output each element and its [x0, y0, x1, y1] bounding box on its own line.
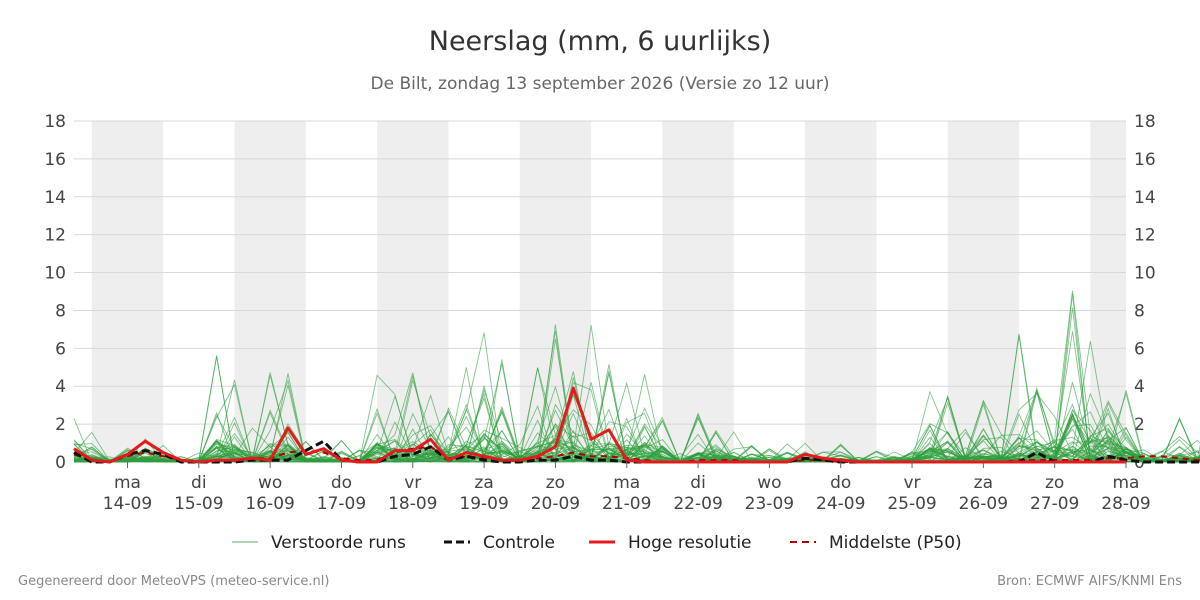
- y-tick-label: 12: [1134, 226, 1156, 246]
- median-line: [73, 445, 1200, 463]
- ensemble-run-line: [73, 424, 1200, 463]
- y-tick-label: 16: [1134, 150, 1156, 170]
- y-tick-label: 16: [44, 150, 66, 170]
- footer-generated-by: Gegenereerd door MeteoVPS (meteo-service…: [18, 574, 329, 589]
- day-shade: [662, 121, 734, 462]
- x-tick-date: 28-09: [1101, 494, 1150, 514]
- x-tick-day: ma: [114, 473, 141, 493]
- footer-source: Bron: ECMWF AIFS/KNMI Ens: [997, 574, 1182, 589]
- ensemble-run-line: [73, 373, 1200, 463]
- x-tick-day: wo: [757, 473, 781, 493]
- y-tick-label: 10: [44, 264, 66, 284]
- y-tick-label: 4: [1134, 377, 1145, 397]
- chart-title: Neerslag (mm, 6 uurlijks): [429, 26, 771, 57]
- x-tick-date: 17-09: [317, 494, 366, 514]
- y-axis-left: 0 2 4 6 8 10 12 14 16 18: [44, 112, 66, 473]
- y-tick-label: 12: [44, 226, 66, 246]
- ensemble-run-line: [73, 367, 1200, 463]
- hoge-resolutie-line: [73, 386, 1126, 464]
- x-tick-day: vr: [404, 473, 421, 493]
- x-axis: ma14-09di15-09wo16-09do17-09vr18-09za19-…: [103, 462, 1151, 514]
- y-tick-label: 6: [55, 339, 66, 359]
- y-tick-label: 10: [1134, 264, 1156, 284]
- y-axis-right: 0 2 4 6 8 10 12 14 16 18: [1134, 112, 1156, 473]
- x-tick-date: 24-09: [816, 494, 865, 514]
- legend-label-mediaan: Middelste (P50): [829, 533, 962, 553]
- x-tick-date: 19-09: [459, 494, 508, 514]
- day-shade: [1090, 121, 1126, 462]
- day-shade: [805, 121, 877, 462]
- x-tick-date: 27-09: [1030, 494, 1079, 514]
- chart-legend: Verstoorde runs Controle Hoge resolutie …: [232, 533, 962, 553]
- day-shade: [91, 121, 164, 462]
- legend-label-controle: Controle: [483, 533, 555, 553]
- y-tick-label: 0: [55, 453, 66, 473]
- x-tick-day: di: [191, 473, 207, 493]
- x-tick-day: ma: [613, 473, 640, 493]
- x-tick-day: za: [474, 473, 493, 493]
- x-tick-day: wo: [258, 473, 282, 493]
- chart-subtitle: De Bilt, zondag 13 september 2026 (Versi…: [371, 74, 830, 94]
- day-shade: [377, 121, 449, 462]
- x-tick-day: zo: [546, 473, 565, 493]
- y-tick-label: 2: [1134, 415, 1145, 435]
- y-tick-label: 18: [44, 112, 66, 132]
- x-tick-date: 14-09: [103, 494, 152, 514]
- x-tick-date: 18-09: [388, 494, 437, 514]
- x-tick-day: zo: [1045, 473, 1064, 493]
- x-tick-date: 15-09: [174, 494, 223, 514]
- y-tick-label: 4: [55, 377, 66, 397]
- y-tick-label: 0: [1134, 453, 1145, 473]
- x-tick-date: 21-09: [602, 494, 651, 514]
- x-tick-day: di: [690, 473, 706, 493]
- legend-label-ensemble: Verstoorde runs: [271, 533, 406, 553]
- y-tick-label: 6: [1134, 339, 1145, 359]
- x-tick-day: ma: [1113, 473, 1140, 493]
- x-tick-day: do: [331, 473, 352, 493]
- x-tick-date: 22-09: [673, 494, 722, 514]
- y-tick-label: 8: [1134, 301, 1145, 321]
- x-tick-date: 26-09: [959, 494, 1008, 514]
- x-tick-date: 23-09: [745, 494, 794, 514]
- y-tick-label: 14: [1134, 188, 1156, 208]
- y-tick-label: 14: [44, 188, 66, 208]
- y-tick-label: 18: [1134, 112, 1156, 132]
- x-tick-date: 25-09: [887, 494, 936, 514]
- x-tick-day: vr: [904, 473, 921, 493]
- weekday-shading: [91, 121, 1126, 462]
- main-series: [73, 386, 1200, 464]
- x-tick-date: 16-09: [245, 494, 294, 514]
- legend-label-hoge-resolutie: Hoge resolutie: [628, 533, 752, 553]
- y-tick-label: 2: [55, 415, 66, 435]
- x-tick-date: 20-09: [531, 494, 580, 514]
- x-tick-day: do: [830, 473, 851, 493]
- x-tick-day: za: [974, 473, 993, 493]
- y-tick-label: 8: [55, 301, 66, 321]
